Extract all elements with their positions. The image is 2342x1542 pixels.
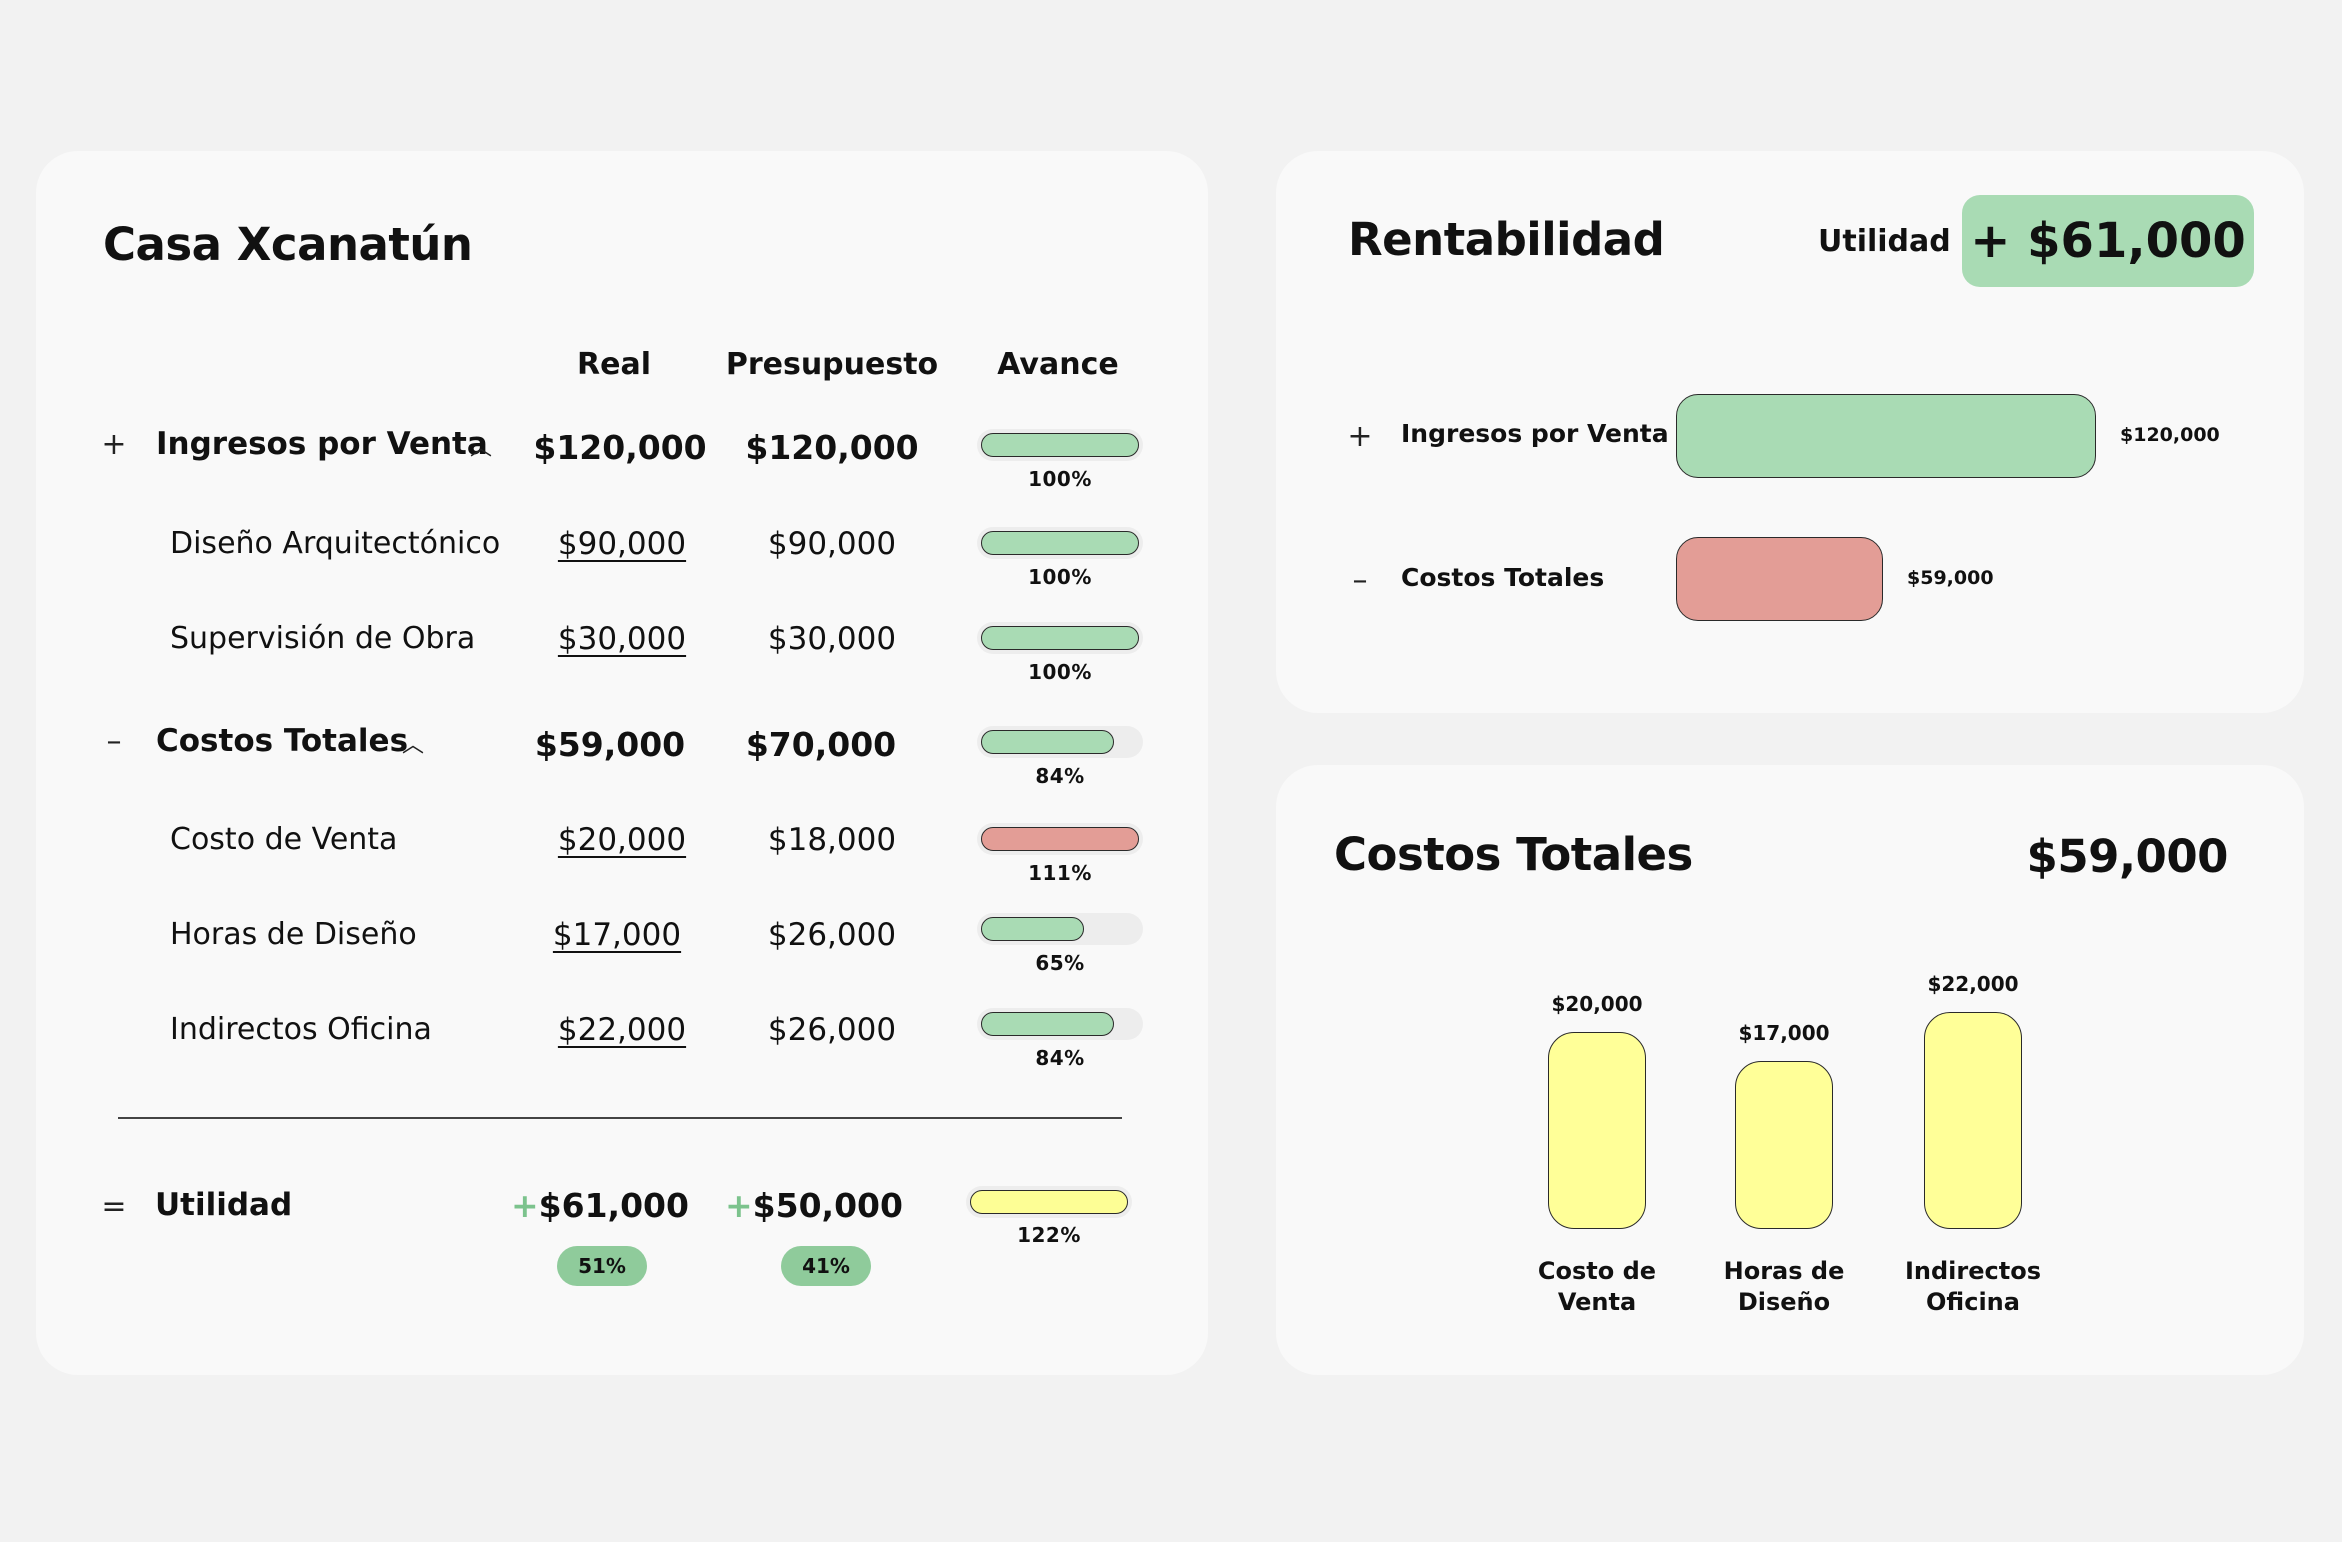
rent-row-label: Ingresos por Venta: [1401, 419, 1669, 448]
profit-budget-amount: $50,000: [752, 1186, 903, 1225]
income-bar-value: $120,000: [2120, 424, 2220, 446]
progress-fill: [981, 531, 1139, 555]
item-real-link[interactable]: $90,000: [557, 526, 687, 562]
costs-progress-bar: [977, 726, 1143, 758]
progress-fill: [981, 433, 1139, 457]
progress-fill: [981, 827, 1139, 851]
income-progress-label: 100%: [1028, 467, 1092, 491]
progress-fill: [981, 917, 1084, 941]
category-line: Diseño: [1737, 1288, 1831, 1316]
item-label: Supervisión de Obra: [170, 621, 476, 656]
cost-bar-value: $20,000: [1551, 992, 1643, 1016]
costs-group-label: Costos Totales: [156, 723, 409, 759]
income-real-value: $120,000: [533, 428, 707, 467]
profit-budget-pct-badge: 41%: [781, 1246, 871, 1286]
plus-icon: +: [725, 1186, 753, 1225]
item-real-link[interactable]: $22,000: [557, 1012, 687, 1048]
item-progress-bar: [977, 622, 1143, 654]
income-budget-value: $120,000: [745, 428, 919, 467]
profit-summary-label: Utilidad: [1818, 224, 1951, 259]
progress-fill: [981, 626, 1139, 650]
income-plus-icon: +: [101, 427, 127, 462]
item-real-link[interactable]: $20,000: [557, 822, 687, 858]
cost-bar-category: Horas de Diseño: [1694, 1256, 1874, 1318]
category-line: Horas de: [1723, 1257, 1845, 1285]
costs-budget-value: $70,000: [745, 725, 897, 764]
chevron-up-icon[interactable]: ︿: [402, 733, 425, 758]
project-card: [36, 151, 1208, 1375]
item-label: Horas de Diseño: [170, 917, 417, 952]
item-budget-value: $30,000: [767, 621, 897, 657]
cost-bar: [1548, 1032, 1646, 1229]
profit-budget-value: +$50,000: [724, 1186, 904, 1225]
costs-real-value: $59,000: [534, 725, 686, 764]
item-budget-value: $26,000: [767, 917, 897, 953]
profit-real-amount: $61,000: [538, 1186, 689, 1225]
item-real-link[interactable]: $30,000: [557, 621, 687, 657]
divider: [118, 1117, 1122, 1119]
item-progress-bar: [977, 823, 1143, 855]
item-progress-label: 84%: [1035, 1046, 1085, 1070]
item-label: Costo de Venta: [170, 822, 398, 857]
item-progress-label: 65%: [1035, 951, 1085, 975]
costs-bar: [1676, 537, 1883, 621]
item-progress-bar: [977, 527, 1143, 559]
equals-icon: =: [101, 1189, 127, 1224]
minus-icon: –: [1352, 563, 1368, 598]
rentabilidad-title: Rentabilidad: [1348, 213, 1665, 266]
item-progress-label: 111%: [1028, 861, 1092, 885]
category-line: Costo de: [1537, 1257, 1657, 1285]
column-header-real: Real: [577, 347, 651, 382]
profit-progress-label: 122%: [1017, 1223, 1081, 1247]
costs-chart-total: $59,000: [2026, 830, 2229, 883]
item-progress-label: 100%: [1028, 565, 1092, 589]
item-budget-value: $26,000: [767, 1012, 897, 1048]
progress-fill: [970, 1190, 1128, 1214]
costs-bar-value: $59,000: [1907, 567, 1994, 589]
item-budget-value: $18,000: [767, 822, 897, 858]
income-group-label: Ingresos por Venta: [156, 426, 488, 462]
plus-icon: +: [1347, 419, 1373, 454]
plus-icon: +: [511, 1186, 539, 1225]
item-real-link[interactable]: $17,000: [552, 917, 682, 953]
column-header-progress: Avance: [997, 347, 1119, 382]
rent-row-label: Costos Totales: [1401, 563, 1605, 592]
chevron-up-icon[interactable]: ︿: [470, 436, 493, 461]
item-label: Diseño Arquitectónico: [170, 526, 501, 561]
item-budget-value: $90,000: [767, 526, 897, 562]
category-line: Venta: [1557, 1288, 1637, 1316]
profit-real-value: +$61,000: [510, 1186, 690, 1225]
cost-bar: [1924, 1012, 2022, 1229]
progress-fill: [981, 730, 1114, 754]
costs-minus-icon: –: [106, 724, 122, 759]
progress-fill: [981, 1012, 1114, 1036]
cost-bar-category: Indirectos Oficina: [1883, 1256, 2063, 1318]
column-header-budget: Presupuesto: [725, 347, 939, 382]
profit-real-pct-badge: 51%: [557, 1246, 647, 1286]
income-progress-bar: [977, 429, 1143, 461]
cost-bar: [1735, 1061, 1833, 1229]
project-title: Casa Xcanatún: [103, 218, 473, 271]
profit-summary-badge: + $61,000: [1962, 195, 2254, 287]
costs-chart-title: Costos Totales: [1334, 828, 1693, 881]
cost-bar-value: $22,000: [1927, 972, 2019, 996]
category-line: Oficina: [1926, 1288, 2020, 1316]
profit-progress-bar: [966, 1186, 1132, 1218]
profit-label: Utilidad: [155, 1187, 293, 1223]
item-progress-bar: [977, 1008, 1143, 1040]
income-bar: [1676, 394, 2096, 478]
item-progress-label: 100%: [1028, 660, 1092, 684]
category-line: Indirectos: [1904, 1257, 2041, 1285]
item-progress-bar: [977, 913, 1143, 945]
item-label: Indirectos Oficina: [170, 1012, 432, 1047]
cost-bar-value: $17,000: [1738, 1021, 1830, 1045]
cost-bar-category: Costo de Venta: [1507, 1256, 1687, 1318]
costs-progress-label: 84%: [1035, 764, 1085, 788]
